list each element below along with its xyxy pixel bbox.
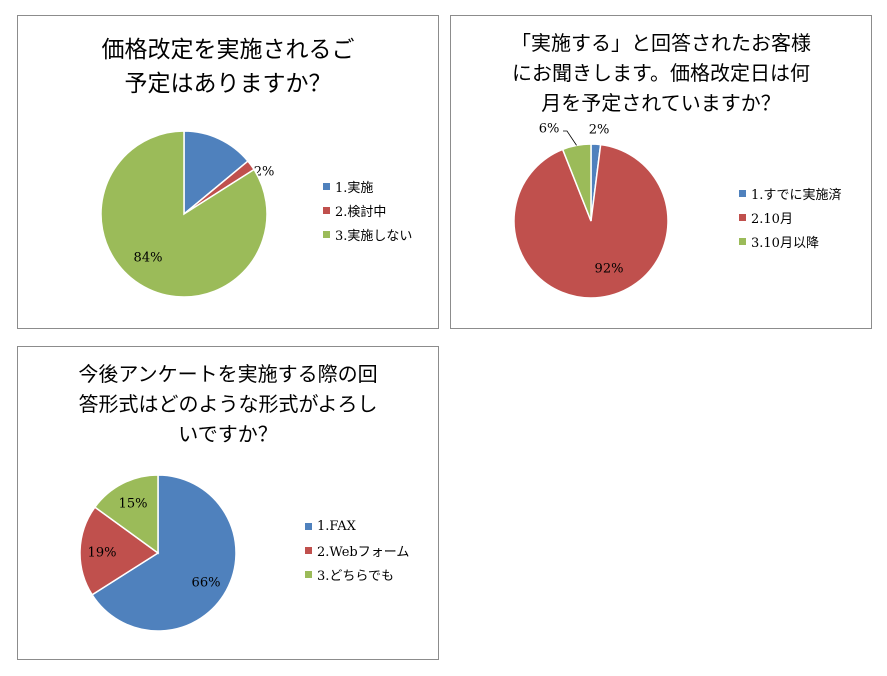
data-label: 19% (88, 546, 117, 561)
pie-slice (183, 130, 250, 216)
leader-line (563, 130, 577, 146)
legend-item: 2.10月 (739, 205, 842, 229)
data-label: 15% (119, 497, 148, 512)
chart-legend: 1.すでに実施済 2.10月 3.10月以降 (739, 181, 842, 253)
chart-panel-3: 今後アンケートを実施する際の回 答形式はどのような形式がよろし いですか？ 66… (17, 346, 439, 660)
legend-swatch (739, 237, 746, 245)
chart-panel-2: 「実施する」と回答されたお客様 にお聞きします。価格改定日は何 月を予定されてい… (450, 15, 872, 329)
chart-legend: 1.実施 2.検討中 3.実施しない (323, 174, 412, 246)
legend-item: 2.検討中 (323, 198, 412, 222)
data-label: 92% (595, 262, 624, 277)
chart-legend: 1.FAX 2.Webフォーム 3.どちらでも (305, 514, 409, 586)
legend-item: 3.10月以降 (739, 229, 842, 253)
data-label: 84% (134, 251, 163, 266)
legend-item: 3.どちらでも (305, 562, 409, 586)
legend-swatch (305, 522, 312, 530)
legend-swatch (305, 570, 312, 578)
legend-label: 2.検討中 (335, 204, 387, 220)
pie-slice (93, 474, 159, 555)
pie-slice (513, 143, 669, 299)
legend-label: 1.すでに実施済 (751, 187, 842, 203)
legend-label: 2.Webフォーム (317, 544, 410, 560)
pie-chart: 14%2%84% (100, 130, 275, 298)
legend-swatch (323, 230, 330, 238)
pie-slice (91, 474, 237, 632)
legend-label: 2.10月 (751, 211, 793, 227)
legend-label: 3.10月以降 (751, 235, 819, 251)
chart-panel-1: 価格改定を実施されるご 予定はありますか？ 14%2%84% 1.実施 2.検討… (17, 15, 439, 329)
legend-label: 1.実施 (335, 180, 374, 196)
legend-item: 2.Webフォーム (305, 538, 409, 562)
legend-swatch (739, 213, 746, 221)
pie-chart: 2% 92% 6% (513, 122, 669, 299)
legend-swatch (323, 206, 330, 214)
pie-chart: 66% 19% 15% (79, 474, 237, 632)
chart-title: 「実施する」と回答されたお客様 にお聞きします。価格改定日は何 月を予定されてい… (511, 31, 811, 115)
chart-title: 価格改定を実施されるご 予定はありますか？ (101, 37, 355, 97)
legend-swatch (323, 182, 330, 190)
legend-label: 1.FAX (317, 518, 356, 534)
legend-swatch (305, 546, 312, 554)
legend-item: 3.実施しない (323, 222, 412, 246)
chart-title: 今後アンケートを実施する際の回 答形式はどのような形式がよろし いですか？ (78, 362, 378, 446)
legend-item: 1.実施 (323, 174, 412, 198)
data-label: 2% (589, 123, 610, 138)
legend-label: 3.実施しない (335, 228, 413, 244)
data-label: 2% (254, 165, 275, 180)
pie-slice (100, 130, 268, 298)
legend-label: 3.どちらでも (317, 568, 395, 584)
data-label: 6% (539, 122, 560, 137)
pie-slice (79, 506, 160, 596)
legend-item: 1.FAX (305, 514, 409, 538)
legend-item: 1.すでに実施済 (739, 181, 842, 205)
legend-swatch (739, 189, 746, 197)
data-label: 66% (192, 576, 221, 591)
